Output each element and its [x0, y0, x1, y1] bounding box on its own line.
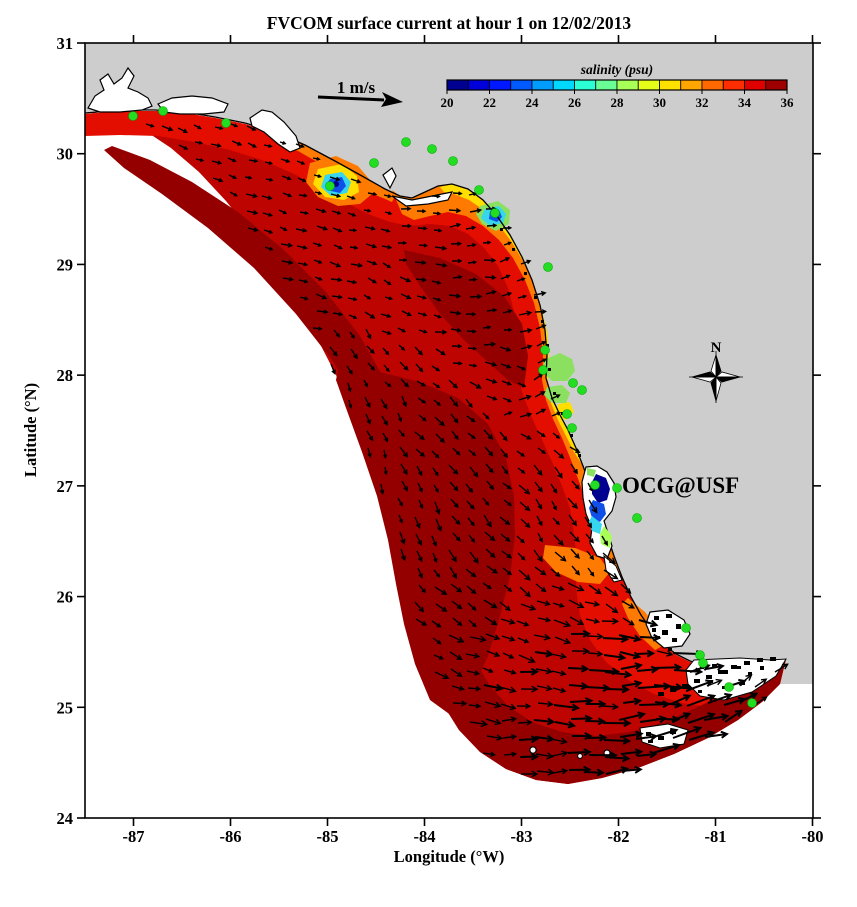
y-tick-label: 30 [57, 145, 74, 164]
y-tick-label: 26 [57, 588, 74, 607]
station-markers [128, 106, 757, 708]
station-marker [401, 137, 411, 147]
watermark-ocg-usf: OCG@USF [622, 473, 739, 499]
y-tick-label: 27 [57, 477, 74, 496]
map-area [84, 43, 813, 784]
colorbar-tick-label: 28 [611, 95, 625, 110]
axis-ticks [77, 35, 821, 826]
colorbar-tick-label: 30 [653, 95, 666, 110]
colorbar-ticks: 20 22 24 26 28 30 32 34 36 [441, 90, 795, 110]
station-marker [632, 513, 642, 523]
tampa-bay [581, 465, 623, 583]
x-tick-label: -81 [705, 827, 727, 846]
salinity-darkred-cores [104, 146, 786, 784]
land-gulf-coast [85, 43, 813, 684]
figure-title: FVCOM surface current at hour 1 on 12/02… [267, 13, 632, 33]
station-marker [568, 378, 578, 388]
x-tick-label: -83 [511, 827, 533, 846]
station-marker [128, 111, 138, 121]
station-marker [567, 423, 577, 433]
x-tick-label: -84 [414, 827, 436, 846]
station-marker [325, 181, 335, 191]
colorbar-tick-label: 34 [738, 95, 752, 110]
colorbar-tick-label: 26 [568, 95, 582, 110]
station-marker [562, 409, 572, 419]
station-marker [698, 658, 708, 668]
colorbar-tick-label: 20 [441, 95, 454, 110]
station-marker [590, 480, 600, 490]
colorbar: salinity (psu) 20 22 24 26 28 30 32 34 36 [441, 62, 795, 110]
station-marker [747, 698, 757, 708]
axis-tick-labels: -87 -86 -85 -84 -83 -82 -81 -80 31 30 29 28 27 26 25 24 [57, 34, 824, 846]
station-marker [577, 385, 587, 395]
colorbar-tick-label: 32 [696, 95, 709, 110]
y-tick-label: 28 [57, 366, 74, 385]
y-tick-label: 25 [57, 698, 74, 717]
colorbar-cells [446, 79, 788, 91]
y-tick-label: 29 [57, 255, 74, 274]
x-tick-label: -80 [802, 827, 824, 846]
panhandle-bays [87, 66, 454, 207]
y-tick-label: 24 [57, 809, 74, 828]
station-marker [369, 158, 379, 168]
y-axis-label: Latitude (°N) [21, 383, 40, 477]
reference-vector-label: 1 m/s [337, 78, 376, 97]
x-tick-label: -85 [317, 827, 339, 846]
station-marker [490, 208, 500, 218]
station-marker [474, 185, 484, 195]
x-tick-label: -82 [608, 827, 630, 846]
reference-arrowhead-icon [381, 92, 403, 107]
colorbar-tick-label: 36 [781, 95, 795, 110]
reference-arrow-icon [317, 95, 385, 102]
station-marker [158, 106, 168, 116]
plot-frame [84, 42, 814, 819]
coastline [84, 109, 746, 685]
station-marker [695, 650, 705, 660]
x-tick-label: -86 [220, 827, 242, 846]
dry-tortugas-island [529, 746, 537, 754]
y-tick-label: 31 [57, 34, 74, 53]
compass-rose: N [689, 340, 743, 403]
station-marker [221, 118, 231, 128]
colorbar-tick-label: 24 [526, 95, 540, 110]
station-marker [448, 156, 458, 166]
reference-vector: 1 m/s [317, 78, 403, 107]
station-marker [540, 345, 550, 355]
x-axis-label: Longitude (°W) [394, 847, 505, 866]
current-vector-field [145, 123, 789, 778]
station-marker [538, 365, 548, 375]
compass-star-icon [689, 351, 743, 403]
station-marker [612, 483, 622, 493]
colorbar-tick-label: 22 [483, 95, 496, 110]
compass-north-label: N [711, 340, 722, 356]
station-marker [543, 262, 553, 272]
x-tick-label: -87 [123, 827, 145, 846]
station-marker [681, 623, 691, 633]
colorbar-label: salinity (psu) [580, 62, 653, 77]
station-marker [724, 682, 734, 692]
station-marker [427, 144, 437, 154]
